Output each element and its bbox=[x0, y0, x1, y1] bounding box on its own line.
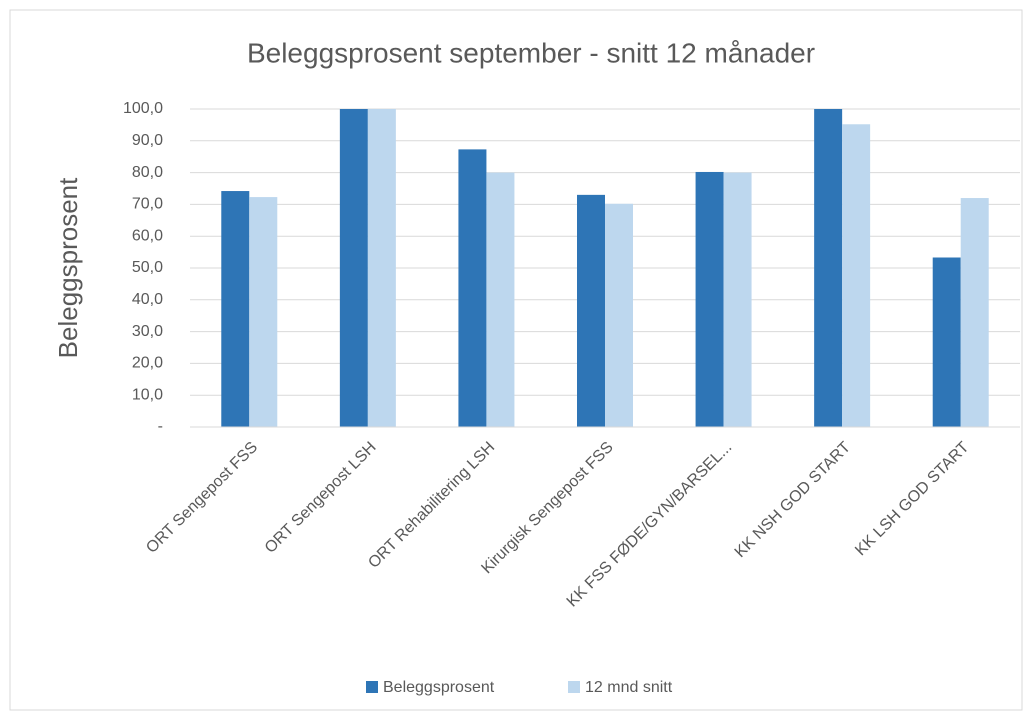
bar bbox=[221, 191, 250, 427]
y-tick-label: 10,0 bbox=[132, 386, 163, 403]
bar bbox=[723, 172, 752, 427]
y-tick-label: 50,0 bbox=[132, 259, 163, 276]
bar bbox=[249, 197, 278, 427]
legend-swatch bbox=[366, 681, 378, 693]
bar bbox=[458, 149, 487, 428]
bar bbox=[695, 171, 724, 427]
y-tick-label: 30,0 bbox=[132, 323, 163, 340]
bar bbox=[932, 257, 961, 427]
bar bbox=[367, 109, 396, 427]
bar bbox=[486, 172, 515, 427]
bar bbox=[339, 109, 368, 427]
bar bbox=[577, 194, 605, 427]
chart-title: Beleggsprosent september - snitt 12 måna… bbox=[247, 37, 815, 68]
bar bbox=[960, 198, 989, 427]
y-tick-label: - bbox=[158, 418, 163, 435]
y-tick-label: 70,0 bbox=[132, 196, 163, 213]
bar bbox=[605, 203, 633, 427]
bar bbox=[842, 124, 871, 427]
y-axis-title: Beleggsprosent bbox=[53, 177, 83, 358]
y-tick-label: 20,0 bbox=[132, 355, 163, 372]
y-tick-label: 100,0 bbox=[123, 100, 163, 117]
legend-label: 12 mnd snitt bbox=[585, 679, 673, 696]
y-tick-label: 60,0 bbox=[132, 227, 163, 244]
legend-label: Beleggsprosent bbox=[383, 679, 495, 696]
legend-swatch bbox=[568, 681, 580, 693]
y-tick-label: 90,0 bbox=[132, 132, 163, 149]
y-tick-label: 80,0 bbox=[132, 164, 163, 181]
bar bbox=[814, 109, 843, 427]
y-tick-label: 40,0 bbox=[132, 291, 163, 308]
